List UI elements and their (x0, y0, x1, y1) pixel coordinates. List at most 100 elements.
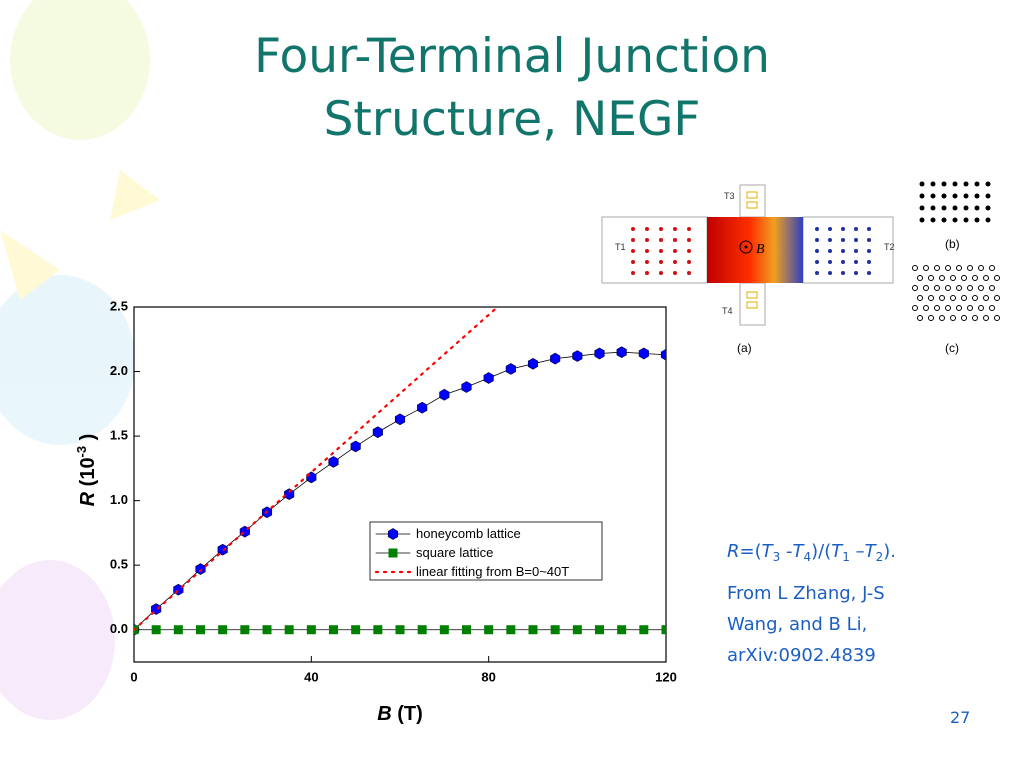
lattice-site (939, 295, 945, 301)
lattice-site (994, 295, 1000, 301)
data-point (572, 350, 583, 362)
citation: arXiv:0902.4839 (727, 645, 876, 666)
lattice-site (930, 193, 936, 199)
lattice-site (967, 265, 973, 271)
lattice-site (923, 285, 929, 291)
series-line (134, 307, 499, 631)
citation: From L Zhang, J-S (727, 583, 885, 604)
panel-label: (b) (945, 237, 960, 251)
data-point (439, 388, 450, 401)
plot-frame (133, 306, 667, 663)
lattice-site (972, 315, 978, 321)
x-tick-label: 120 (655, 669, 677, 684)
lattice-site (867, 227, 871, 231)
lattice-site (828, 238, 832, 242)
y-tick-label: 1.0 (110, 492, 128, 507)
lattice-site (972, 295, 978, 301)
data-point (196, 625, 205, 635)
lattice-site (961, 275, 967, 281)
data-point (528, 625, 538, 635)
formula-part: T (831, 541, 844, 562)
data-point (417, 401, 428, 414)
lattice-site (631, 271, 635, 275)
lattice-site (854, 249, 858, 253)
lattice-site (994, 275, 1000, 281)
lattice-site (928, 315, 934, 321)
lattice-site (961, 295, 967, 301)
lattice-site (659, 238, 663, 242)
formula-part: 3 (773, 550, 781, 564)
data-point (217, 543, 228, 556)
lattice-site (963, 205, 969, 211)
lattice-site (673, 227, 677, 231)
legend-label: honeycomb lattice (416, 526, 521, 541)
y-axis-close: ) (77, 434, 99, 441)
terminal-label: T2 (884, 242, 895, 252)
lattice-site (963, 181, 969, 187)
data-point (462, 625, 471, 635)
lattice-site (919, 193, 925, 199)
data-point (595, 625, 604, 635)
lattice-site (815, 271, 819, 275)
legend-box (369, 521, 603, 581)
lattice-site (815, 260, 819, 264)
formula-part: 2 (876, 550, 884, 564)
data-point (417, 625, 427, 635)
lattice-site (912, 305, 918, 311)
x-tick-label: 80 (481, 669, 495, 684)
panel-label: (c) (945, 341, 959, 355)
terminal-label: T3 (724, 191, 735, 201)
lead-site (746, 191, 758, 199)
data-point (660, 348, 666, 361)
y-axis-symbol: R (77, 491, 99, 506)
lattice-site (945, 285, 951, 291)
junction (707, 217, 803, 283)
data-point (594, 347, 605, 360)
lead-top (739, 184, 766, 218)
lattice-site (941, 205, 947, 211)
lattice-site (956, 305, 962, 311)
x-axis-label: B (T) (377, 703, 423, 725)
data-point (306, 625, 316, 635)
data-point (661, 625, 666, 635)
lattice-site (934, 265, 940, 271)
lattice-site (687, 227, 691, 231)
lattice-site (952, 181, 958, 187)
lattice-site (631, 227, 635, 231)
y-tick-label: 2.0 (110, 363, 128, 378)
lattice-site (952, 193, 958, 199)
lattice-site (945, 305, 951, 311)
data-point (195, 563, 206, 575)
lattice-site (934, 305, 940, 311)
lattice-site (673, 238, 677, 242)
data-point (329, 625, 338, 635)
data-point (350, 440, 361, 453)
lattice-site (950, 295, 956, 301)
lattice-site (919, 217, 925, 223)
lattice-site (939, 275, 945, 281)
data-point (173, 583, 184, 596)
formula-part: 4 (803, 550, 811, 564)
data-point (617, 625, 627, 635)
lattice-site (974, 217, 980, 223)
terminal-label: T4 (722, 306, 733, 316)
lattice-site (928, 275, 934, 281)
lattice-site (985, 205, 991, 211)
lattice-site (974, 205, 980, 211)
lattice-site (919, 205, 925, 211)
lattice-site (923, 305, 929, 311)
lattice-site (983, 315, 989, 321)
data-point (173, 625, 183, 635)
lattice-site (950, 315, 956, 321)
lattice-site (645, 249, 649, 253)
data-point (550, 625, 560, 635)
data-point (639, 625, 649, 635)
lattice-site (989, 305, 995, 311)
lattice-site (941, 217, 947, 223)
lattice-site (631, 260, 635, 264)
balloon (0, 560, 115, 720)
lattice-site (841, 238, 845, 242)
data-point (373, 625, 383, 635)
data-point (505, 363, 516, 375)
